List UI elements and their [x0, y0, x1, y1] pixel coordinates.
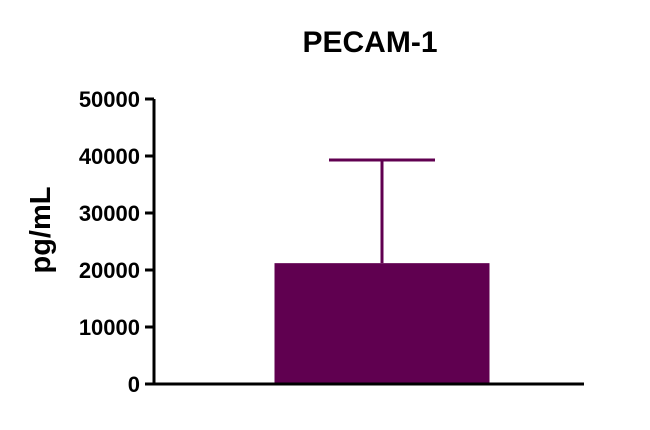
bar: [274, 263, 490, 384]
y-tick-label: 30000: [79, 201, 140, 226]
error-bars-layer: [329, 158, 435, 264]
y-ticks-layer: 0 10000 20000 30000 40000 50000: [79, 87, 154, 397]
y-tick-label: 50000: [79, 87, 140, 112]
y-tick-label: 10000: [79, 315, 140, 340]
axes-layer: [152, 99, 584, 386]
y-tick-label: 20000: [79, 258, 140, 283]
y-tick-label: 0: [128, 372, 140, 397]
bars-layer: [274, 263, 490, 384]
y-tick-label: 40000: [79, 144, 140, 169]
y-axis-label: pg/mL: [25, 187, 57, 274]
chart-title: PECAM-1: [302, 26, 437, 59]
